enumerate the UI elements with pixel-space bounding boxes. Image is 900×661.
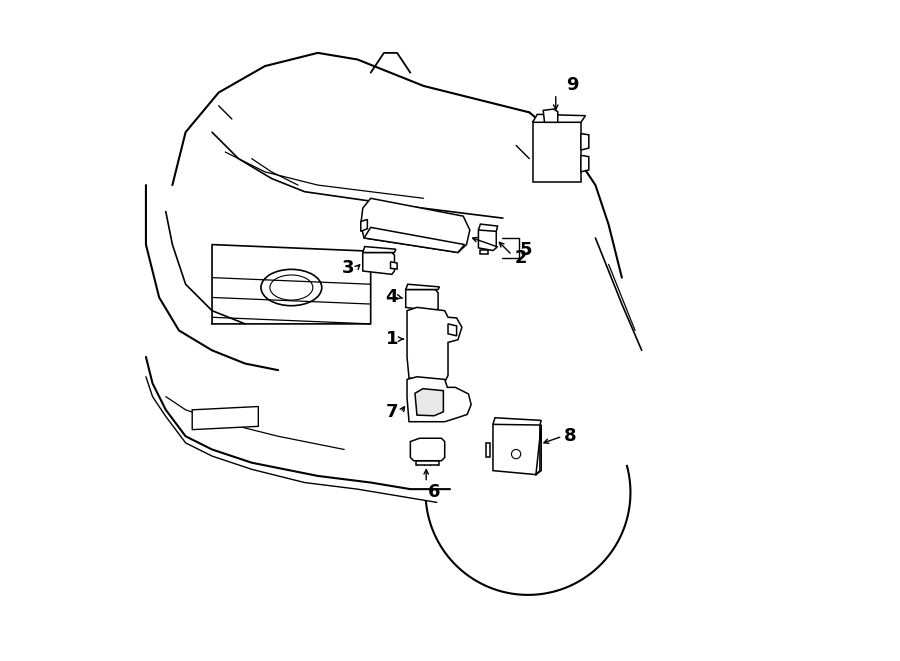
Polygon shape — [364, 227, 464, 253]
Polygon shape — [361, 219, 367, 231]
Polygon shape — [407, 307, 462, 382]
Text: 1: 1 — [386, 330, 399, 348]
Text: 2: 2 — [515, 249, 527, 267]
Text: 4: 4 — [385, 288, 398, 307]
Polygon shape — [479, 228, 496, 251]
Polygon shape — [363, 247, 396, 253]
Text: 9: 9 — [566, 75, 579, 94]
Polygon shape — [361, 198, 470, 253]
Text: 7: 7 — [386, 403, 399, 422]
Polygon shape — [406, 284, 439, 290]
Text: 6: 6 — [428, 483, 440, 501]
Text: 5: 5 — [520, 241, 532, 259]
Text: 3: 3 — [342, 259, 355, 278]
Polygon shape — [580, 155, 589, 172]
Polygon shape — [580, 134, 589, 150]
Polygon shape — [415, 389, 444, 416]
Polygon shape — [391, 262, 397, 269]
Polygon shape — [481, 250, 489, 254]
Polygon shape — [533, 114, 586, 122]
Polygon shape — [533, 122, 580, 182]
Polygon shape — [407, 377, 472, 422]
Text: 8: 8 — [564, 427, 577, 446]
Polygon shape — [406, 290, 438, 311]
Polygon shape — [544, 109, 558, 122]
Polygon shape — [448, 324, 456, 336]
Polygon shape — [486, 443, 490, 457]
Polygon shape — [493, 418, 541, 425]
Polygon shape — [416, 461, 439, 465]
Polygon shape — [479, 224, 498, 231]
Polygon shape — [193, 407, 258, 430]
Polygon shape — [410, 438, 445, 461]
Polygon shape — [363, 253, 394, 274]
Polygon shape — [493, 422, 540, 475]
